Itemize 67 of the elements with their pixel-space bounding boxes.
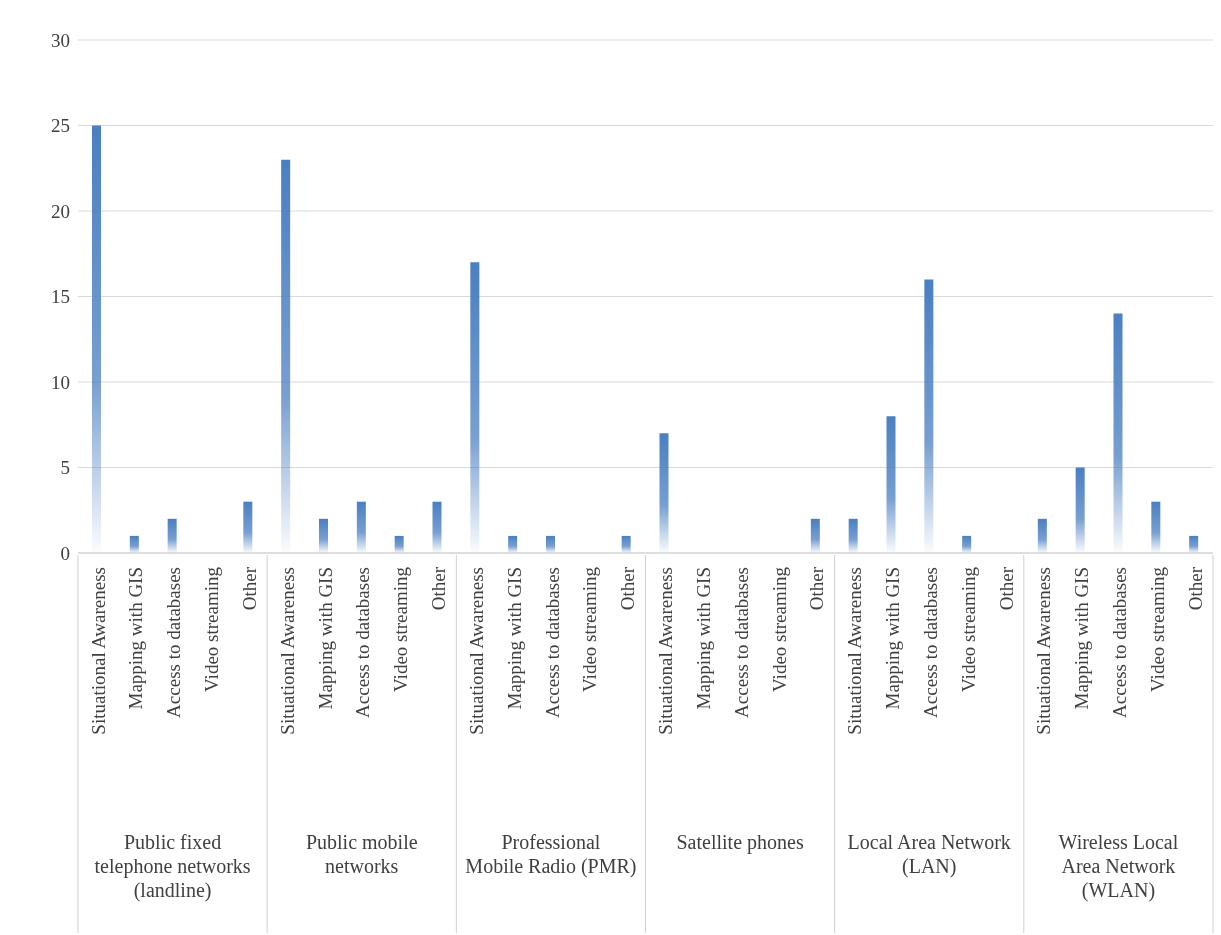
x-tick-label: Other [428,566,450,611]
bar [886,416,896,553]
x-tick-label: Other [995,566,1017,611]
x-tick-label: Other [806,566,828,611]
x-tick-label: Video streaming [1146,566,1168,692]
bar [92,125,101,553]
x-tick-label: Access to databases [352,567,374,718]
x-tick-label: Situational Awareness [276,567,298,735]
x-tick-label: Access to databases [919,567,941,718]
x-tick-label: Mapping with GIS [314,567,336,710]
y-tick-label: 10 [51,371,70,393]
bar [432,501,442,553]
text: Satellite phones [676,831,804,854]
x-tick-label: Other [617,566,639,611]
x-tick-label: Mapping with GIS [692,567,714,710]
x-tick-label: Video streaming [768,566,790,692]
bar [129,535,139,553]
bar [394,535,404,553]
y-tick-label: 15 [51,286,70,308]
bar [319,518,328,553]
bar [1189,535,1199,553]
x-tick-label: Access to databases [541,567,563,718]
x-tick-label: Mapping with GIS [503,567,525,710]
bar [243,501,253,553]
x-tick-label: Video streaming [390,566,412,692]
y-tick-label: 0 [60,542,70,564]
bar [1113,313,1123,553]
bar [848,518,858,553]
bar [962,535,972,553]
bar [924,279,934,553]
x-tick-label: Video streaming [957,566,979,692]
bar [1151,501,1161,553]
x-tick-label: Access to databases [1109,567,1131,718]
bar [167,518,177,553]
text: Professional Mobile Radio (PMR) [465,831,637,878]
text: Public mobile networks [305,831,418,877]
y-tick-label: 20 [51,200,70,222]
x-tick-label: Situational Awareness [844,567,866,735]
x-tick-label: Situational Awareness [655,567,677,735]
x-tick-label: Mapping with GIS [125,567,147,710]
x-tick-label: Other [1184,566,1206,611]
bar [470,262,480,553]
bar [1075,467,1085,553]
bar [356,501,366,553]
bar [1037,518,1047,553]
text: Local Area Network (LAN) [847,831,1011,878]
text: Public fixed telephone networks (landline) [94,831,251,902]
bar [281,159,291,553]
x-tick-label: Mapping with GIS [1071,567,1093,710]
x-tick-label: Situational Awareness [465,567,487,735]
y-tick-label: 5 [60,457,70,479]
x-tick-label: Other [238,566,260,611]
y-tick-label: 25 [51,115,70,137]
text: Wireless Local Area Network (WLAN) [1058,831,1179,902]
x-tick-label: Video streaming [201,566,223,692]
bar [546,535,555,553]
x-tick-label: Mapping with GIS [882,567,904,710]
bar [810,518,820,553]
bar [659,433,669,553]
bar [621,535,631,553]
x-tick-label: Situational Awareness [87,567,109,735]
y-tick-label: 30 [51,29,70,51]
x-tick-label: Video streaming [579,566,601,692]
bar [508,535,518,553]
x-tick-label: Access to databases [730,567,752,718]
x-tick-label: Situational Awareness [1033,567,1055,735]
x-tick-label: Access to databases [163,567,185,718]
